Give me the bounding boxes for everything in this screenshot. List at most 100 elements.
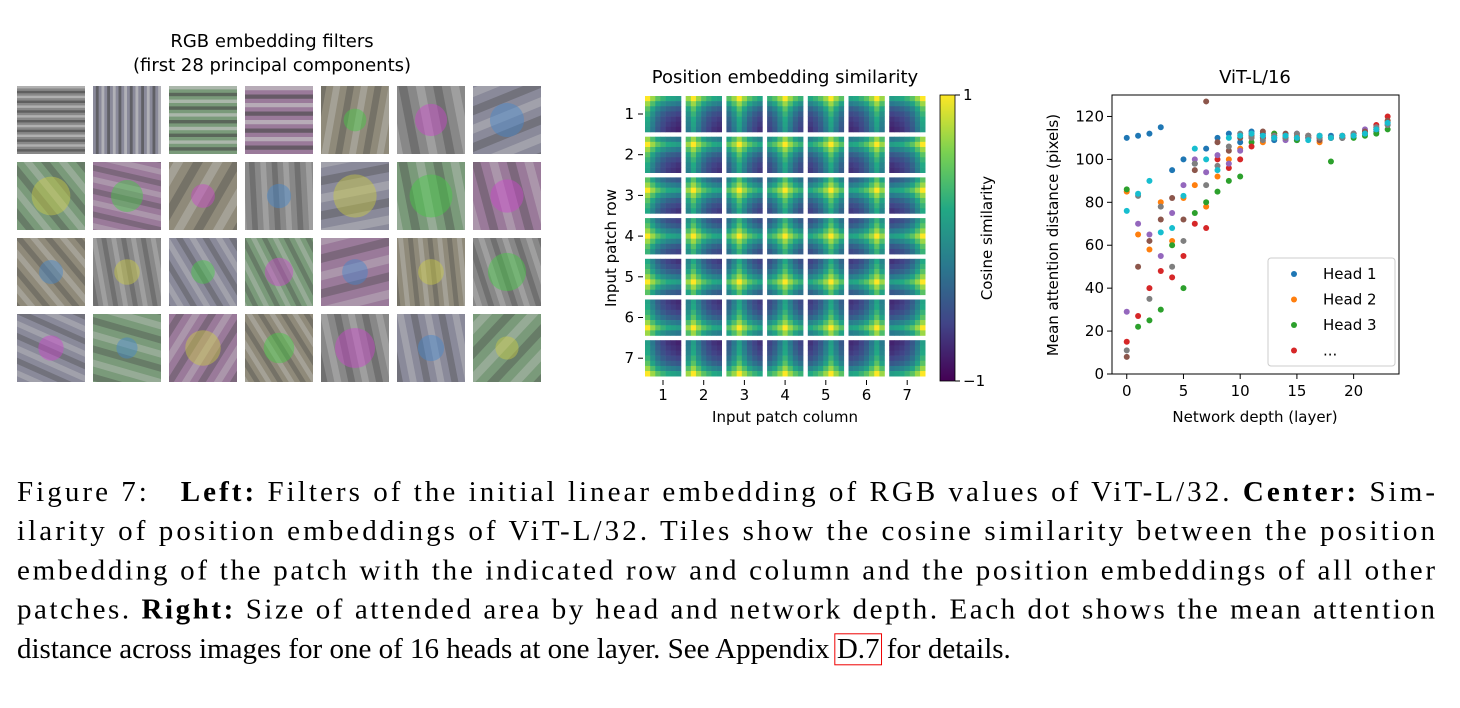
cell [853,157,860,163]
cell [731,187,737,194]
cell [853,274,860,280]
cell [894,141,900,148]
cell [894,203,900,209]
cell [660,279,666,285]
cell [879,192,885,199]
cell [899,182,905,188]
similarity-tile [645,177,682,214]
cell [782,269,788,275]
caption-text: embedding of the patch with the indicate… [17,554,1435,586]
cell [752,309,758,316]
stripe [413,238,435,306]
cell [675,345,682,351]
cell [767,330,773,336]
similarity-tile [767,340,804,377]
cell [701,345,707,351]
cell [848,269,854,275]
cell [874,121,880,128]
cell [695,203,702,209]
dot [1123,186,1130,193]
cell [650,289,656,296]
cell [711,340,717,346]
cell [863,238,870,245]
cell [807,233,814,239]
cell [838,263,845,270]
cell [853,208,860,214]
cell [853,284,860,290]
stripes [93,162,161,230]
cell [787,263,794,270]
cell [741,187,748,194]
cell [757,243,763,250]
cell [660,340,666,346]
caption-text: Sim- [1359,476,1435,508]
dot [1225,156,1232,163]
cell [889,330,895,336]
stripe [0,71,127,73]
cell [752,223,758,229]
cell [879,340,885,346]
stripe [402,6,544,70]
cell [879,360,885,367]
stripes [321,238,389,306]
stripe [169,238,223,306]
stripe [473,86,541,133]
caption-link[interactable]: D.7 [837,633,880,665]
cell [920,345,926,351]
cell [716,192,722,199]
cell [889,121,895,128]
stripes [397,86,465,154]
filter-pattern [245,238,313,306]
cell [726,355,732,362]
stripe [0,67,127,69]
cell [782,309,788,316]
cell [894,162,900,168]
cell [904,279,911,285]
cell [792,141,799,148]
stripe [179,238,237,306]
similarity-tile [889,218,926,255]
cell [711,345,717,351]
cell [818,203,824,209]
cell [731,197,737,204]
cell [863,177,870,183]
cell [655,314,661,321]
cell [701,101,707,107]
filter-pattern [93,314,161,382]
cell [874,345,880,351]
cell [853,365,860,372]
cell [807,274,814,280]
cell [914,223,921,229]
cell [874,228,880,234]
cell [792,101,799,107]
stripe [169,238,233,306]
cell [695,187,702,194]
cell [823,355,829,362]
cell [685,223,692,229]
cell [787,177,794,183]
y-tick-label: 1 [624,105,634,123]
cell [920,167,926,173]
cell [701,126,707,133]
cell [828,203,834,209]
cell [772,197,778,204]
cell [746,101,753,107]
cell [665,238,672,245]
cell [701,187,707,194]
cell [889,228,895,234]
cell [797,299,804,305]
cell [736,233,743,239]
cell [797,187,804,194]
cell [899,121,905,128]
filter-pattern [169,238,237,306]
cell [848,233,854,239]
cell [711,126,717,133]
dot [1316,132,1323,139]
cell [797,167,804,173]
cell [736,365,743,372]
cell [675,289,682,296]
cell [828,136,834,143]
stripe [95,86,99,154]
cell [863,121,870,128]
cell [690,274,697,280]
